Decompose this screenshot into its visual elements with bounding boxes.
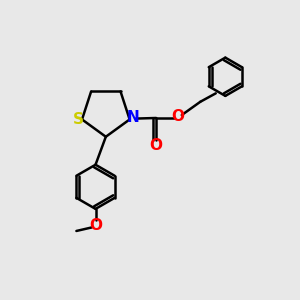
Text: O: O xyxy=(172,109,185,124)
Text: O: O xyxy=(89,218,102,232)
Text: O: O xyxy=(150,139,163,154)
Text: N: N xyxy=(127,110,140,125)
Text: S: S xyxy=(73,112,84,127)
